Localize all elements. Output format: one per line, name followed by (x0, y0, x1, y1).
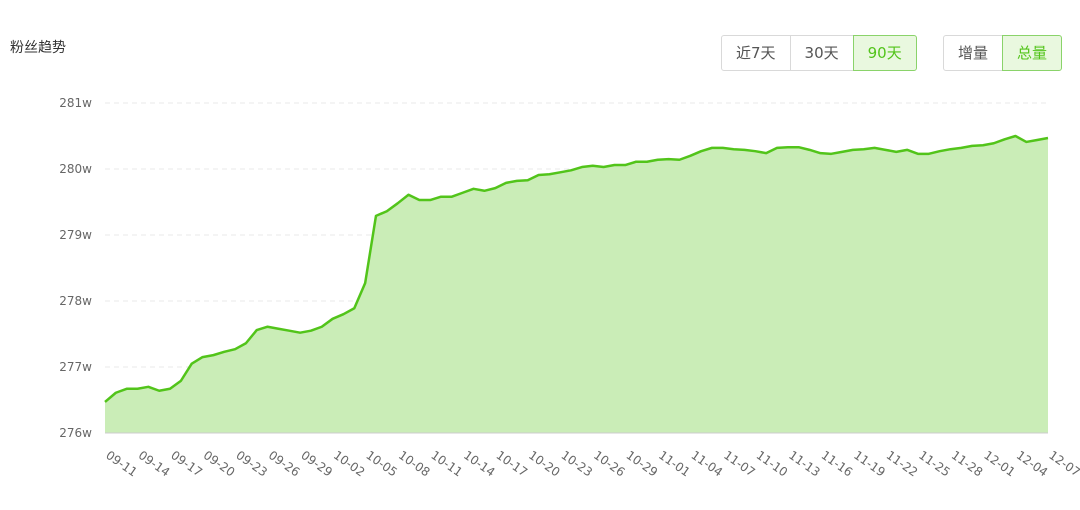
y-tick-label: 281w (59, 96, 92, 110)
x-tick-label: 11-25 (916, 448, 953, 479)
x-tick-label: 11-10 (754, 448, 791, 479)
x-tick-label: 10-17 (493, 448, 530, 479)
x-tick-label: 09-23 (233, 448, 270, 479)
x-tick-label: 11-16 (819, 448, 856, 479)
x-tick-label: 12-01 (981, 448, 1018, 479)
x-tick-label: 10-23 (559, 448, 596, 479)
x-tick-label: 10-02 (331, 448, 368, 479)
mode-toggle: 增量 总量 (943, 35, 1063, 71)
y-tick-label: 276w (59, 426, 92, 440)
area-line (104, 134, 1049, 403)
x-tick-label: 09-11 (103, 448, 140, 479)
y-tick-label: 277w (59, 360, 92, 374)
x-tick-label: 10-29 (624, 448, 661, 479)
x-tick-label: 11-13 (786, 448, 823, 479)
y-tick-label: 279w (59, 228, 92, 242)
y-tick-label: 280w (59, 162, 92, 176)
x-tick-label: 10-08 (396, 448, 433, 479)
x-tick-label: 11-28 (949, 448, 986, 479)
x-tick-label: 10-11 (428, 448, 465, 479)
x-tick-label: 10-20 (526, 448, 563, 479)
x-tick-label: 12-04 (1014, 448, 1051, 479)
x-tick-label: 10-05 (363, 448, 400, 479)
x-tick-label: 11-19 (851, 448, 888, 479)
mode-button[interactable]: 总量 (1002, 35, 1063, 71)
x-tick-label: 10-14 (461, 448, 498, 479)
x-tick-label: 11-22 (884, 448, 921, 479)
range-button[interactable]: 90天 (852, 35, 917, 71)
x-tick-label: 09-26 (266, 448, 303, 479)
x-tick-label: 11-01 (656, 448, 693, 479)
area-fill (105, 136, 1048, 433)
x-tick-label: 09-20 (201, 448, 238, 479)
x-tick-label: 10-26 (591, 448, 628, 479)
x-tick-label: 09-14 (136, 448, 173, 479)
x-tick-label: 11-07 (721, 448, 758, 479)
mode-button[interactable]: 增量 (943, 35, 1004, 71)
x-tick-label: 09-29 (298, 448, 335, 479)
chart-title: 粉丝趋势 (10, 40, 66, 56)
x-tick-label: 09-17 (168, 448, 205, 479)
x-tick-label: 12-07 (1046, 448, 1080, 479)
y-tick-label: 278w (59, 294, 92, 308)
x-tick-label: 11-04 (689, 448, 726, 479)
range-toggle: 近7天 30天 90天 (721, 35, 917, 71)
